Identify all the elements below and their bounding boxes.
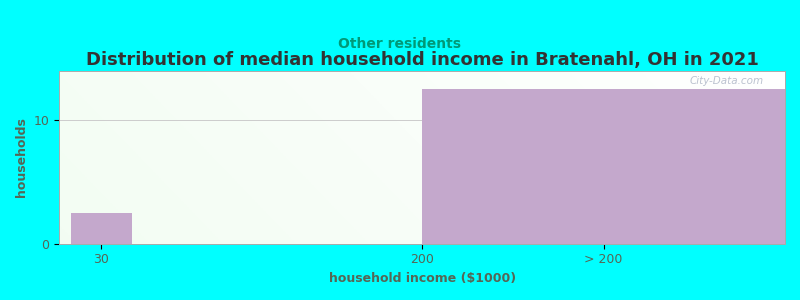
Bar: [422, 89, 785, 244]
Text: Other residents: Other residents: [338, 38, 462, 52]
Y-axis label: households: households: [15, 117, 28, 197]
X-axis label: household income ($1000): household income ($1000): [329, 272, 516, 285]
Bar: [71, 213, 132, 244]
Title: Distribution of median household income in Bratenahl, OH in 2021: Distribution of median household income …: [86, 51, 758, 69]
Text: City-Data.com: City-Data.com: [689, 76, 763, 86]
